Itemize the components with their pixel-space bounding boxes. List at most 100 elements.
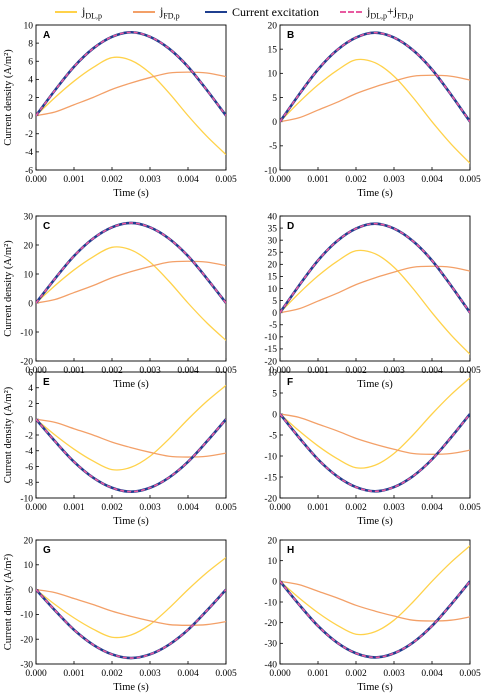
x-axis-title: Time (s) [113, 516, 149, 527]
y-tick-label: -20 [264, 494, 277, 504]
x-tick-label: 0.003 [139, 366, 161, 376]
x-tick-label: 0.002 [345, 503, 367, 513]
legend-sub-fd: FD,p [163, 11, 180, 21]
x-tick-label: 0.001 [63, 366, 85, 376]
y-tick-label: 25 [268, 249, 278, 259]
x-tick-label: 0.003 [383, 503, 405, 513]
y-tick-label: 20 [268, 21, 278, 31]
x-tick-label: 0.000 [269, 503, 291, 513]
y-tick-label: -5 [269, 142, 277, 152]
series-line-excitation [280, 413, 470, 493]
y-tick-label: 6 [28, 58, 33, 68]
x-tick-label: 0.004 [421, 503, 443, 513]
series-line-dl [280, 545, 470, 636]
y-tick-label: 20 [268, 261, 278, 271]
series-line-sum [280, 413, 470, 493]
y-tick-label: -2 [25, 431, 33, 441]
x-tick-label: 0.004 [421, 366, 443, 376]
y-tick-label: -5 [269, 321, 277, 331]
series-line-excitation [36, 221, 226, 304]
x-tick-label: 0.002 [101, 669, 123, 679]
panel-d: -20 -15 -10 -5 0 5 10 15 20 25 30 35 40 0.000 0.001 0.0… [264, 212, 481, 390]
panel-letter-a: A [43, 30, 50, 41]
y-tick-label: -20 [264, 357, 277, 367]
plot-frame [279, 24, 471, 171]
series-line-excitation [36, 588, 226, 660]
plot-frame [279, 215, 471, 362]
legend-item-fd: jFD,p [133, 3, 180, 21]
x-tick-label: 0.002 [101, 366, 123, 376]
series-line-dl [36, 246, 226, 341]
y-tick-label: 2 [28, 94, 33, 104]
legend-label-dl: j [82, 3, 86, 18]
legend-sub-sum: DL,p [370, 11, 388, 21]
x-tick-label: 0.001 [63, 175, 85, 185]
legend-swatch-excitation [205, 11, 227, 13]
y-tick-label: 10 [24, 21, 34, 31]
y-tick-label: -20 [264, 619, 277, 629]
legend-sub-sum-2: FD,p [397, 11, 414, 21]
y-tick-label: 30 [24, 212, 34, 222]
panel-letter-e: E [43, 377, 50, 388]
y-tick-label: -40 [264, 660, 277, 670]
x-tick-label: 0.004 [177, 503, 199, 513]
y-tick-label: 5 [272, 297, 277, 307]
y-tick-label: 30 [268, 236, 278, 246]
x-tick-label: 0.002 [101, 175, 123, 185]
y-tick-label: -4 [25, 148, 33, 158]
y-tick-label: 10 [268, 368, 278, 378]
y-tick-label: 8 [28, 39, 33, 49]
y-tick-label: -4 [25, 447, 33, 457]
legend-item-excitation: Current excitation [205, 3, 319, 21]
series-line-dl [36, 384, 226, 471]
series-line-excitation [280, 222, 470, 314]
series-line-sum [280, 222, 470, 314]
series-line-dl [36, 557, 226, 639]
x-tick-label: 0.002 [345, 366, 367, 376]
y-tick-label: -20 [20, 357, 33, 367]
y-tick-label: -10 [264, 452, 277, 462]
y-tick-label: 0 [28, 112, 33, 122]
x-axis-title: Time (s) [357, 379, 393, 390]
panel-letter-g: G [43, 545, 51, 556]
panel-a: -6 -4 -2 0 2 4 6 8 10 0.000 0.001 0.002 0.003 0.004 0.… [3, 21, 237, 199]
y-tick-label: -10 [20, 494, 33, 504]
plot-frame [35, 215, 227, 362]
y-tick-label: 20 [268, 536, 278, 546]
y-axis-title: Current density (A/m²) [3, 49, 14, 146]
y-tick-label: -15 [264, 345, 277, 355]
y-tick-label: -20 [20, 636, 33, 646]
y-tick-label: 6 [28, 368, 33, 378]
y-tick-label: -30 [264, 640, 277, 650]
plot-frame [35, 539, 227, 665]
plot-frame [279, 539, 471, 665]
legend-swatch-fd [133, 11, 155, 13]
x-tick-label: 0.000 [269, 175, 291, 185]
legend-label-sum-2: +j [387, 3, 398, 18]
series-line-dl [280, 249, 470, 355]
legend-swatch-sum [340, 11, 362, 13]
x-tick-label: 0.005 [459, 669, 481, 679]
y-tick-label: 4 [28, 76, 33, 86]
series-line-sum [36, 31, 226, 117]
legend-label-sum: j [367, 3, 371, 18]
x-axis-title: Time (s) [113, 188, 149, 199]
legend-label-excitation: Current excitation [232, 4, 319, 19]
series-line-dl [36, 56, 226, 156]
y-tick-label: 20 [24, 241, 34, 251]
legend-item-sum: jDL,p+jFD,p [340, 3, 413, 21]
y-axis-title: Current density (A/m²) [3, 386, 14, 483]
x-tick-label: 0.001 [307, 366, 329, 376]
y-tick-label: 0 [28, 586, 33, 596]
series-line-excitation [280, 31, 470, 123]
y-tick-label: 0 [272, 410, 277, 420]
y-tick-label: 10 [268, 557, 278, 567]
y-tick-label: 10 [24, 561, 34, 571]
plot-frame [35, 371, 227, 499]
x-tick-label: 0.002 [345, 669, 367, 679]
series-line-dl [280, 58, 470, 164]
legend-label-fd: j [160, 3, 164, 18]
x-tick-label: 0.002 [345, 175, 367, 185]
series-line-sum [36, 418, 226, 493]
